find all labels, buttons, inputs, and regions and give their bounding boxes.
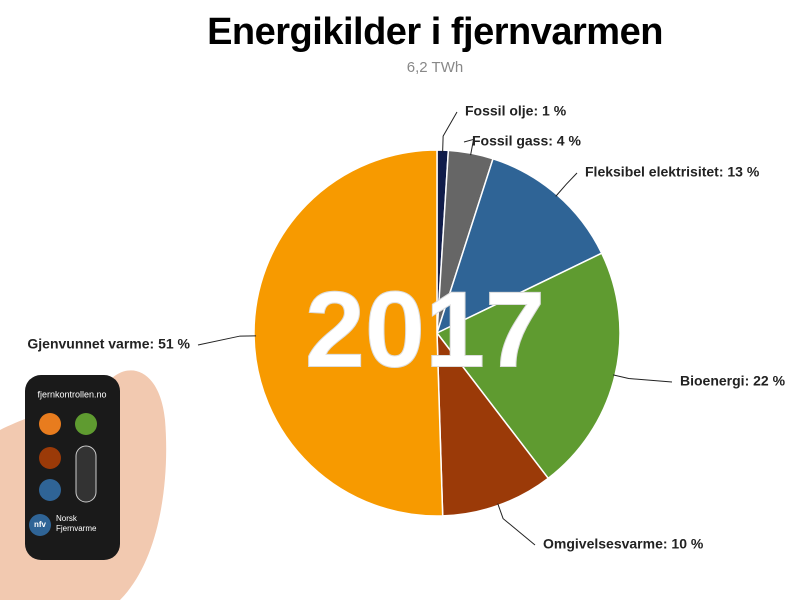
- remote-logo: nfv: [34, 520, 47, 529]
- remote-brand: Fjernvarme: [56, 524, 97, 533]
- remote-url: fjernkontrollen.no: [37, 389, 106, 399]
- chart-subtitle: 6,2 TWh: [407, 59, 463, 76]
- remote-button: [39, 479, 61, 501]
- slice-label: Fossil olje: 1 %: [465, 103, 567, 119]
- slice-label: Bioenergi: 22 %: [680, 373, 786, 389]
- leader-line: [497, 503, 536, 546]
- leader-line: [555, 172, 578, 197]
- remote-logo-bg: [29, 514, 51, 536]
- remote-button: [75, 413, 97, 435]
- leader-line: [612, 374, 673, 383]
- slice-label: Fossil gass: 4 %: [472, 133, 581, 149]
- remote-brand: Norsk: [56, 514, 78, 523]
- remote-button: [39, 413, 61, 435]
- remote-rocker: [75, 445, 97, 503]
- slice-label: Fleksibel elektrisitet: 13 %: [585, 164, 760, 180]
- slice-label: Gjenvunnet varme: 51 %: [27, 336, 190, 352]
- slice-label: Omgivelsesvarme: 10 %: [543, 536, 704, 552]
- pie: Fossil olje: 1 % Fossil gass: 4 %Fleksibe…: [27, 103, 785, 552]
- chart-title: Energikilder i fjernvarmen: [207, 11, 663, 53]
- leader-line: [442, 111, 458, 153]
- leader-line: [463, 138, 475, 156]
- remote-illustration: fjernkontrollen.no nfv Norsk Fjernvarme: [0, 370, 167, 600]
- remote-button: [39, 447, 61, 469]
- year-overlay: 2017: [305, 269, 545, 390]
- leader-line: [197, 335, 257, 346]
